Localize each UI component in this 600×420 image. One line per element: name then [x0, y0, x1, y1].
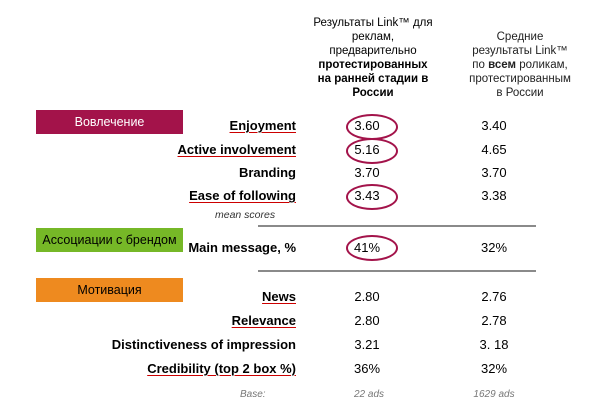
base-label: Base: — [240, 389, 266, 400]
section-motivation: Мотивация — [36, 278, 183, 302]
header-line: протестированным — [469, 73, 571, 85]
value-avg-enjoyment: 3.40 — [481, 118, 507, 133]
value-early-relevance: 2.80 — [354, 313, 380, 328]
header-line: предварительно — [329, 45, 417, 57]
row-label-active-involvement: Active involvement — [177, 142, 297, 157]
row-label-enjoyment: Enjoyment — [229, 118, 296, 133]
value-avg-ease-of-following: 3.38 — [481, 188, 507, 203]
value-avg-news: 2.76 — [481, 289, 507, 304]
mean-scores-note: mean scores — [215, 209, 276, 221]
header-line: Средние — [496, 31, 544, 43]
value-early-ease-of-following: 3.43 — [354, 188, 380, 203]
value-early-branding: 3.70 — [354, 165, 380, 180]
header-line: в России — [496, 87, 544, 99]
value-early-active-involvement: 5.16 — [354, 142, 380, 157]
value-early-main-message: 41% — [353, 240, 381, 255]
value-avg-main-message: 32% — [480, 240, 508, 255]
row-label-distinctiveness: Distinctiveness of impression — [111, 337, 296, 352]
value-avg-credibility: 32% — [480, 361, 508, 376]
value-early-enjoyment: 3.60 — [354, 118, 380, 133]
header-line: России — [352, 87, 394, 99]
divider-line — [258, 225, 536, 227]
value-early-credibility: 36% — [353, 361, 381, 376]
header-line: по всем роликам, — [472, 59, 568, 71]
highlight-oval — [346, 235, 398, 261]
value-early-distinctiveness: 3.21 — [354, 337, 380, 352]
row-label-branding: Branding — [238, 165, 296, 180]
header-line: на ранней стадии в — [317, 73, 429, 85]
header-line: Результаты Link™ для — [313, 17, 433, 29]
row-label-credibility: Credibility (top 2 box %) — [147, 361, 296, 376]
header-column-early-tested: Результаты Link™ для реклам, предварител… — [296, 16, 450, 100]
row-label-news: News — [262, 289, 296, 304]
highlight-oval — [346, 184, 398, 210]
header-line: протестированных — [318, 59, 428, 71]
header-line: реклам, — [351, 31, 395, 43]
section-engagement: Вовлечение — [36, 110, 183, 134]
value-early-news: 2.80 — [354, 289, 380, 304]
row-label-relevance: Relevance — [231, 313, 296, 328]
row-label-ease-of-following: Ease of following — [189, 188, 296, 203]
section-brand-association: Ассоциации с брендом — [36, 228, 183, 252]
value-avg-active-involvement: 4.65 — [481, 142, 507, 157]
highlight-oval — [346, 138, 398, 164]
row-label-main-message: Main message, % — [188, 240, 296, 255]
header-column-russia-average: Средние результаты Link™ по всем роликам… — [450, 30, 590, 100]
value-avg-branding: 3.70 — [481, 165, 507, 180]
base-early-count: 22 ads — [353, 389, 385, 400]
value-avg-relevance: 2.78 — [481, 313, 507, 328]
header-line: результаты Link™ — [472, 45, 568, 57]
value-avg-distinctiveness: 3. 18 — [479, 337, 509, 352]
base-avg-count: 1629 ads — [473, 389, 515, 400]
divider-line — [258, 270, 536, 272]
